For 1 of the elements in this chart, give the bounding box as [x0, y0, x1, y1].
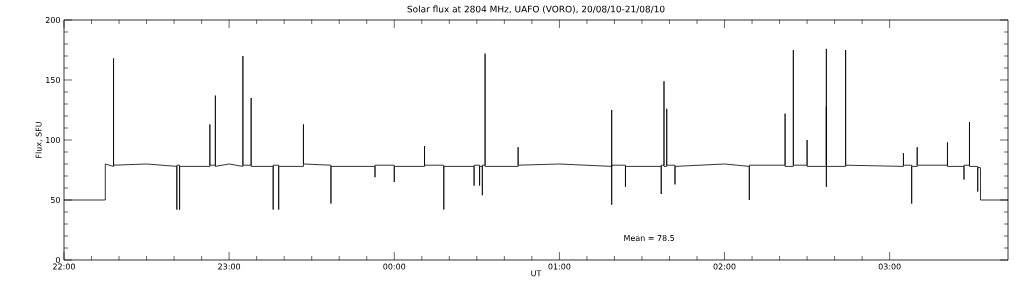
chart-title: Solar flux at 2804 MHz, UAFO (VORO), 20/08/10-21/08/10 — [407, 5, 665, 14]
